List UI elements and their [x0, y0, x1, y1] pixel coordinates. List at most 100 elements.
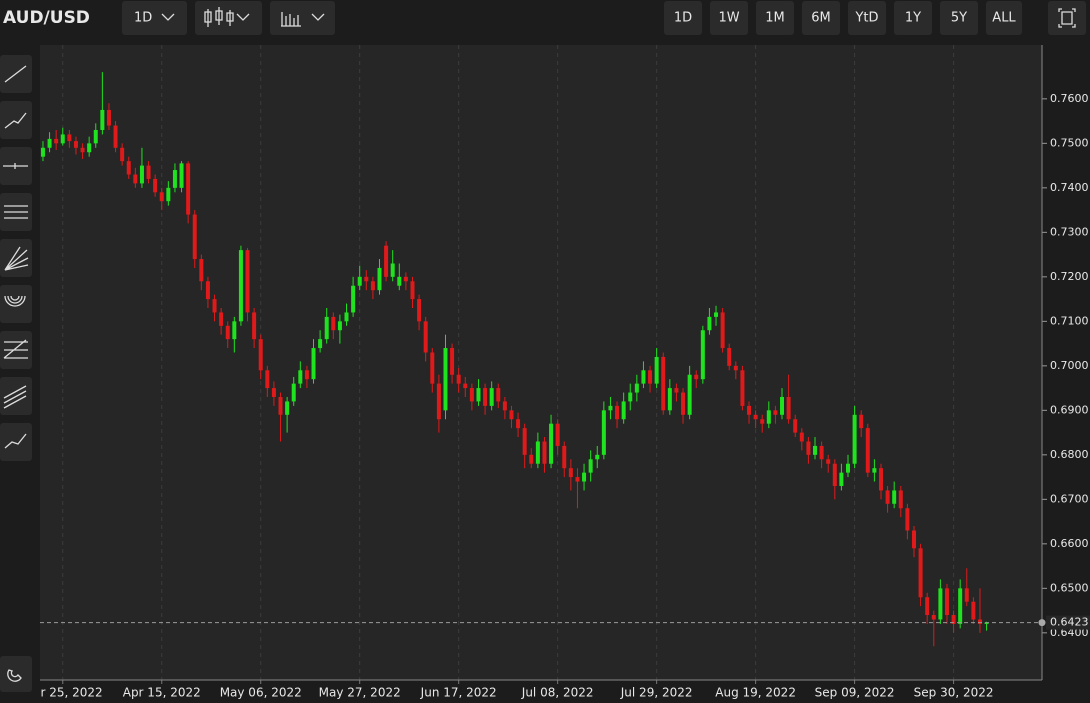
- candle-body: [905, 508, 910, 531]
- candle-body: [898, 490, 903, 509]
- candle-body: [687, 374, 692, 415]
- y-tick-label: 0.7600: [1050, 92, 1089, 105]
- candle-body: [938, 588, 943, 620]
- candle-body: [601, 410, 606, 455]
- candle-body: [786, 396, 791, 420]
- indicator-icon: [281, 12, 301, 27]
- candle-body: [615, 405, 620, 420]
- chart-type-button[interactable]: [195, 1, 262, 35]
- range-button[interactable]: [802, 1, 840, 35]
- range-button[interactable]: [664, 1, 702, 35]
- candle-body: [483, 388, 488, 406]
- candle-body: [911, 530, 916, 549]
- candle-body: [509, 410, 514, 420]
- candle-body: [80, 147, 85, 153]
- candle-body: [318, 339, 323, 349]
- tool-arcs[interactable]: [0, 285, 32, 323]
- candle-body: [865, 428, 870, 473]
- candle-body: [832, 463, 837, 486]
- candle-body: [324, 316, 329, 340]
- indicator-button[interactable]: [270, 1, 335, 35]
- candle-body: [489, 388, 494, 406]
- left-toolbar: [0, 40, 40, 703]
- candle-body: [106, 109, 111, 126]
- candle-body: [760, 419, 765, 424]
- candle-body: [351, 285, 356, 313]
- candle-body: [964, 588, 969, 602]
- candle-body: [648, 370, 653, 384]
- tool-icon: [4, 295, 26, 307]
- x-tick-label: Jul 29, 2022: [620, 686, 693, 700]
- last-price-dot: [1038, 619, 1046, 627]
- y-tick-label: 0.7100: [1050, 314, 1089, 327]
- y-tick-label: 0.6600: [1050, 537, 1089, 550]
- candle-body: [54, 138, 59, 144]
- chevron: [311, 13, 325, 21]
- range-label: ALL: [992, 11, 1016, 26]
- candle-body: [179, 163, 184, 188]
- candle-body: [337, 321, 342, 331]
- tool-icon: [4, 433, 27, 449]
- candle-body: [555, 423, 560, 446]
- candle-body: [364, 276, 369, 282]
- y-tick-label: 0.6900: [1050, 403, 1089, 416]
- candle-body: [799, 432, 804, 442]
- tool-icon: [3, 339, 28, 359]
- range-button[interactable]: [940, 1, 978, 35]
- candle-body: [126, 161, 131, 175]
- candle-body: [535, 441, 540, 464]
- candle-body: [806, 441, 811, 455]
- y-tick-label: 0.7300: [1050, 225, 1089, 238]
- range-label: 1W: [718, 11, 739, 26]
- range-button[interactable]: [756, 1, 794, 35]
- range-label: 6M: [811, 11, 831, 26]
- candle-body: [232, 321, 237, 340]
- candle-body: [661, 356, 666, 411]
- tool-path[interactable]: [0, 423, 32, 461]
- candle-body: [529, 454, 534, 464]
- range-button[interactable]: [986, 1, 1022, 35]
- fullscreen-button[interactable]: [1048, 1, 1086, 35]
- candle-body: [681, 392, 686, 415]
- candle-body: [100, 109, 105, 130]
- tool-icon: [3, 163, 28, 169]
- candle-body: [423, 321, 428, 353]
- candle-body: [60, 134, 65, 144]
- candle-body: [370, 281, 375, 291]
- candle-body: [377, 267, 382, 291]
- candle-body: [641, 370, 646, 384]
- range-button[interactable]: [710, 1, 748, 35]
- candle-body: [47, 138, 52, 148]
- candle-body: [238, 250, 243, 322]
- candle-body: [40, 147, 45, 157]
- range-button[interactable]: [848, 1, 886, 35]
- candle-body: [258, 339, 263, 371]
- y-tick-label: 0.7200: [1050, 270, 1089, 283]
- range-button[interactable]: [894, 1, 932, 35]
- candle-body: [146, 165, 151, 179]
- candle-body: [588, 459, 593, 473]
- candle-body: [568, 468, 573, 478]
- x-tick-label: Sep 30, 2022: [914, 686, 994, 700]
- candle-body: [813, 445, 818, 455]
- candle-body: [654, 356, 659, 384]
- candle-body: [859, 414, 864, 429]
- tool-magnet[interactable]: [0, 656, 32, 692]
- candle-body: [707, 316, 712, 331]
- tool-ray[interactable]: [0, 101, 32, 139]
- y-tick-label: 0.6800: [1050, 448, 1089, 461]
- candle-body: [166, 187, 171, 202]
- candle-body: [450, 348, 455, 375]
- interval-button[interactable]: [122, 1, 187, 35]
- candle-body: [984, 622, 989, 624]
- candle-body: [113, 125, 118, 148]
- symbol: AUD/USD: [3, 8, 90, 28]
- candle-body: [430, 352, 435, 384]
- candle-body: [951, 615, 956, 624]
- y-tick-label: 0.6500: [1050, 581, 1089, 594]
- candle-body: [977, 619, 982, 624]
- candle-body: [205, 281, 210, 300]
- fullscreen-icon: [1058, 8, 1076, 28]
- candle-body: [878, 468, 883, 491]
- x-tick-label: Apr 15, 2022: [123, 686, 201, 700]
